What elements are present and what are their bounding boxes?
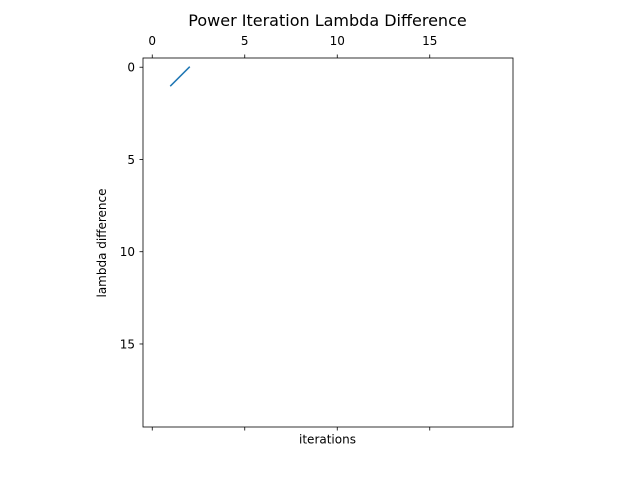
y-tick-label: 0: [127, 61, 135, 75]
y-axis-label: lambda difference: [95, 188, 109, 297]
x-axis: 0 5 10 15: [148, 34, 437, 431]
x-tick-label: 0: [148, 34, 156, 48]
x-axis-label: iterations: [299, 433, 356, 447]
series-layer: [169, 66, 191, 87]
y-tick-label: 15: [120, 337, 135, 351]
y-tick-label: 10: [120, 245, 135, 259]
plot-area: [142, 57, 514, 428]
series-line-0: [169, 66, 191, 87]
x-tick-label: 15: [422, 34, 437, 48]
y-axis: 0 5 10 15: [120, 61, 143, 351]
plot-frame: [142, 57, 514, 428]
y-tick-label: 5: [127, 153, 135, 167]
x-tick-label: 10: [330, 34, 345, 48]
x-tick-label: 5: [241, 34, 249, 48]
chart-title: Power Iteration Lambda Difference: [188, 11, 466, 30]
